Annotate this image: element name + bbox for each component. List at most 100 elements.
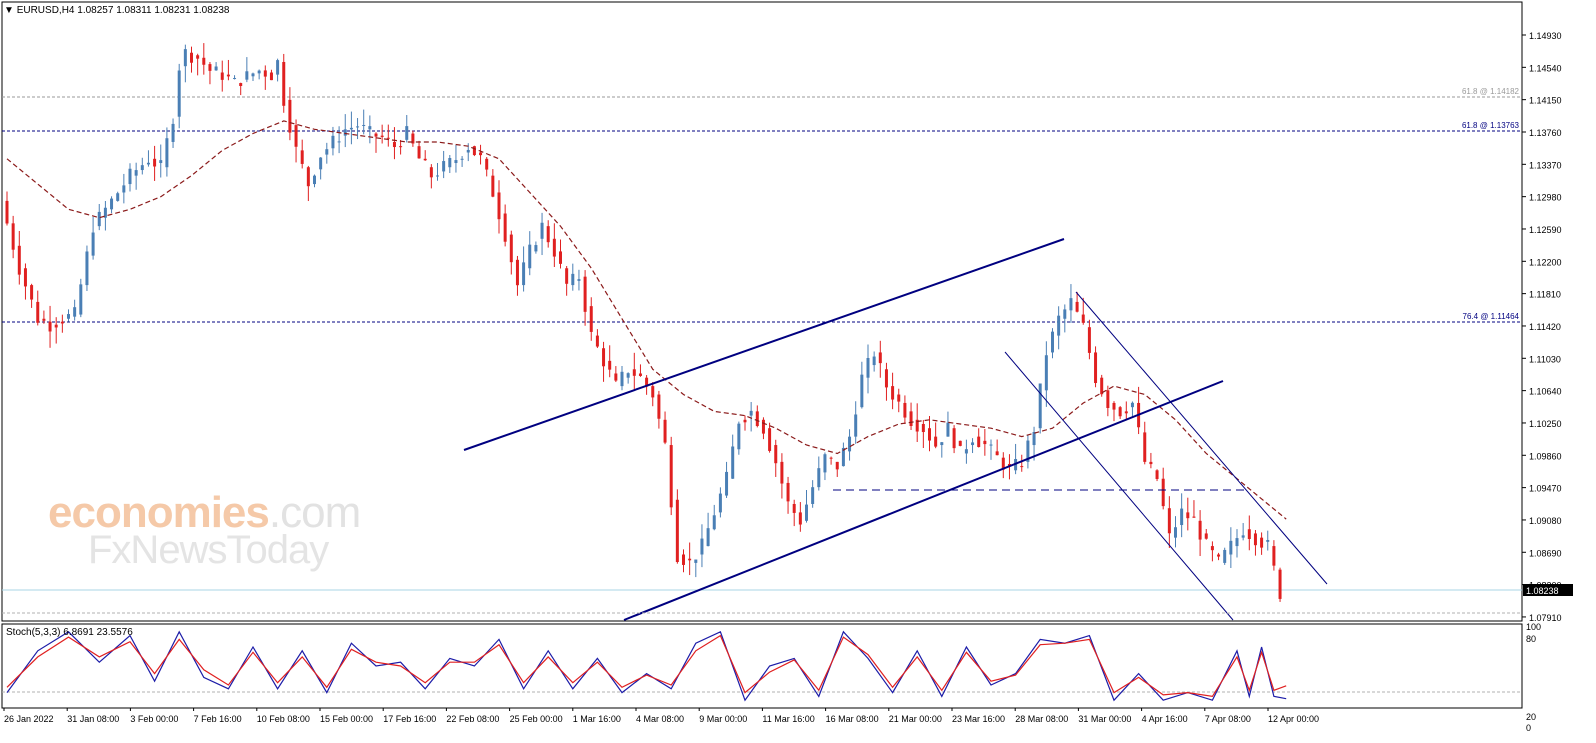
candle-body bbox=[1149, 461, 1153, 465]
candle-body bbox=[964, 449, 968, 454]
candle-body bbox=[743, 419, 747, 423]
candle-body bbox=[725, 471, 729, 496]
candle-body bbox=[1075, 301, 1079, 312]
candle-body bbox=[491, 175, 495, 197]
chart-header: ▼ EURUSD,H4 1.08257 1.08311 1.08231 1.08… bbox=[4, 5, 229, 16]
candle-body bbox=[546, 226, 550, 243]
candle-body bbox=[669, 445, 673, 508]
candle-body bbox=[1001, 457, 1005, 470]
candle-body bbox=[934, 436, 938, 447]
candle-body bbox=[165, 138, 169, 168]
trendline bbox=[1004, 351, 1234, 621]
candle-body bbox=[263, 70, 267, 77]
candle-body bbox=[423, 158, 427, 161]
candle-body bbox=[614, 373, 618, 381]
candle-body bbox=[1186, 512, 1190, 519]
candle-body bbox=[946, 422, 950, 437]
candle-body bbox=[196, 55, 200, 59]
candle-body bbox=[595, 335, 599, 347]
candle-body bbox=[319, 157, 323, 170]
candle-body bbox=[411, 133, 415, 144]
candle-body bbox=[903, 402, 907, 418]
candle-body bbox=[466, 149, 470, 153]
candle-body bbox=[1223, 549, 1227, 563]
y-tick-label: 1.10250 bbox=[1529, 419, 1562, 429]
candle-body bbox=[841, 447, 845, 467]
stoch-k-line bbox=[6, 630, 1287, 702]
candle-body bbox=[884, 369, 888, 388]
candle-body bbox=[589, 306, 593, 332]
x-tick-label: 17 Feb 16:00 bbox=[383, 714, 436, 724]
moving-average-line bbox=[6, 120, 1287, 520]
candle-body bbox=[515, 259, 519, 286]
candle-body bbox=[128, 168, 132, 185]
candle-body bbox=[897, 394, 901, 402]
y-tick-label: 1.11810 bbox=[1529, 290, 1561, 300]
candle-body bbox=[651, 386, 655, 398]
fib-level-label: 61.8 @ 1.13763 bbox=[1462, 121, 1520, 130]
candle-body bbox=[805, 504, 808, 521]
x-tick-label: 1 Mar 16:00 bbox=[573, 714, 621, 724]
candle-body bbox=[645, 377, 649, 387]
candle-body bbox=[103, 207, 107, 218]
fib-level-label: 61.8 @ 1.14182 bbox=[1462, 87, 1520, 96]
candle-body bbox=[140, 165, 144, 171]
y-tick-label: 1.11030 bbox=[1529, 354, 1561, 364]
x-tick-label: 25 Feb 00:00 bbox=[510, 714, 563, 724]
candle-body bbox=[331, 135, 335, 149]
candle-body bbox=[872, 356, 876, 366]
candle-body bbox=[1069, 298, 1073, 311]
candle-body bbox=[54, 324, 58, 328]
candle-body bbox=[343, 129, 347, 136]
candle-body bbox=[1155, 470, 1159, 479]
x-tick-label: 16 Mar 08:00 bbox=[826, 714, 879, 724]
candle-body bbox=[1026, 440, 1030, 462]
candle-body bbox=[602, 348, 606, 367]
candle-body bbox=[485, 158, 489, 170]
candle-body bbox=[878, 352, 882, 364]
candle-body bbox=[183, 49, 187, 67]
stoch-label: Stoch(5,3,3) 6.8691 23.5576 bbox=[6, 627, 133, 638]
candle-body bbox=[460, 158, 464, 160]
collapse-arrow-icon[interactable]: ▼ bbox=[4, 5, 14, 16]
candle-body bbox=[706, 528, 710, 547]
candle-body bbox=[392, 141, 396, 148]
candle-body bbox=[620, 371, 624, 387]
x-tick-label: 15 Feb 00:00 bbox=[320, 714, 373, 724]
candle-body bbox=[214, 66, 218, 71]
candle-body bbox=[718, 493, 722, 513]
candle-body bbox=[1020, 466, 1024, 468]
candle-body bbox=[534, 245, 538, 252]
x-tick-label: 4 Mar 08:00 bbox=[636, 714, 684, 724]
candle-body bbox=[1229, 540, 1233, 555]
stoch-tick-label: 0 bbox=[1526, 723, 1531, 733]
watermark-subtitle: FxNewsToday bbox=[88, 528, 329, 572]
y-tick-label: 1.12590 bbox=[1529, 225, 1562, 235]
watermark-brand: economies.com bbox=[48, 488, 361, 537]
candle-body bbox=[497, 192, 501, 220]
candle-body bbox=[417, 146, 421, 159]
y-tick-label: 1.13760 bbox=[1529, 128, 1562, 138]
candle-body bbox=[737, 423, 741, 450]
x-tick-label: 22 Feb 08:00 bbox=[446, 714, 499, 724]
candle-body bbox=[5, 200, 9, 224]
candle-body bbox=[528, 244, 532, 269]
candle-body bbox=[159, 160, 163, 164]
candle-body bbox=[1266, 539, 1270, 542]
candle-body bbox=[1272, 546, 1276, 566]
y-tick-label: 1.07910 bbox=[1529, 613, 1562, 623]
x-tick-label: 31 Jan 08:00 bbox=[67, 714, 119, 724]
y-tick-label: 1.14150 bbox=[1529, 96, 1562, 106]
x-tick-label: 21 Mar 00:00 bbox=[889, 714, 942, 724]
candle-body bbox=[313, 175, 316, 185]
candle-body bbox=[1143, 432, 1147, 462]
candle-body bbox=[983, 440, 987, 445]
candle-body bbox=[731, 446, 735, 479]
candle-body bbox=[448, 158, 452, 168]
candle-body bbox=[1106, 390, 1110, 408]
y-tick-label: 1.12200 bbox=[1529, 257, 1562, 267]
candle-body bbox=[829, 457, 833, 459]
candle-body bbox=[823, 454, 827, 473]
y-tick-label: 1.09470 bbox=[1529, 484, 1562, 494]
